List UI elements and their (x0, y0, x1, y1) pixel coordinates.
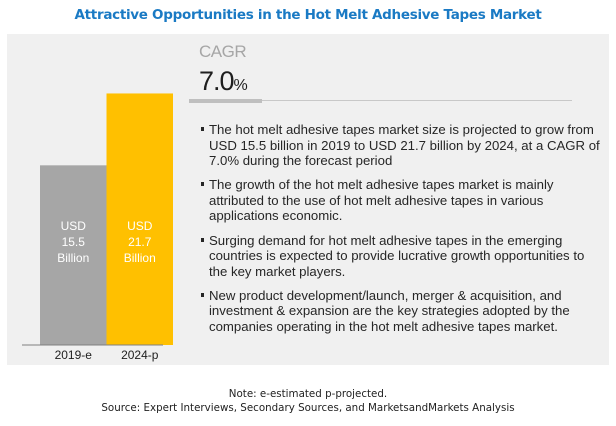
bar-2019-e (40, 165, 107, 345)
cagr-number: 7.0 (199, 66, 235, 96)
cagr-divider-accent (189, 99, 262, 103)
bar-data-label: 21.7 (128, 235, 152, 249)
cagr-value: 7.0% (199, 66, 248, 97)
bar-data-label: Billion (57, 251, 89, 265)
finding-item: The hot melt adhesive tapes market size … (201, 122, 606, 169)
cagr-unit: % (233, 77, 248, 94)
key-findings-list: The hot melt adhesive tapes market size … (201, 122, 606, 343)
footer-note: Note: e-estimated p-projected. (228, 388, 388, 400)
x-tick-label: 2024-p (121, 348, 159, 362)
bar-data-label: USD (61, 219, 87, 233)
footer: Note: e-estimated p-projected. Source: E… (0, 387, 616, 415)
x-tick-label: 2019-e (55, 348, 93, 362)
cagr-label: CAGR (199, 42, 247, 61)
bar-data-label: 15.5 (62, 235, 86, 249)
finding-item: The growth of the hot melt adhesive tape… (201, 177, 606, 224)
finding-item: New product development/launch, merger &… (201, 288, 606, 335)
bar-data-label: USD (127, 219, 153, 233)
cagr-divider (189, 100, 572, 101)
finding-item: Surging demand for hot melt adhesive tap… (201, 233, 606, 280)
bar-2024-p (106, 93, 173, 345)
chart-title: Attractive Opportunities in the Hot Melt… (74, 7, 542, 23)
bar-data-label: Billion (124, 251, 156, 265)
footer-source: Source: Expert Interviews, Secondary Sou… (101, 402, 515, 414)
